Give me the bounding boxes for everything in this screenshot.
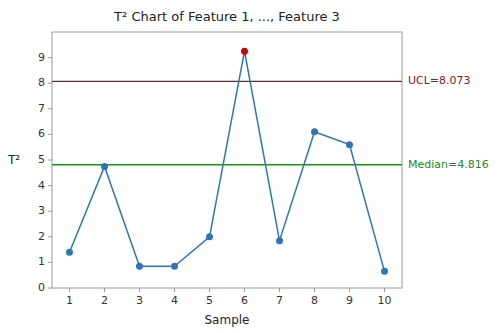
reference-line (52, 81, 402, 82)
y-tick (48, 160, 52, 161)
point (101, 163, 108, 170)
point (311, 128, 318, 135)
annotation-label: UCL=8.073 (408, 74, 471, 87)
x-tick-label: 10 (378, 294, 392, 307)
x-tick (349, 288, 350, 292)
point (381, 268, 388, 275)
x-tick-label: 4 (171, 294, 178, 307)
x-tick (104, 288, 105, 292)
point (66, 249, 73, 256)
y-tick (48, 236, 52, 237)
y-tick-label: 7 (38, 102, 45, 115)
y-tick-label: 1 (38, 255, 45, 268)
y-tick (48, 83, 52, 84)
point (171, 263, 178, 270)
x-tick-label: 5 (206, 294, 213, 307)
x-tick (139, 288, 140, 292)
x-tick (69, 288, 70, 292)
axes: 0 1 2 3 4 5 6 7 8 9 1 2 3 4 5 6 7 8 9 10 (38, 51, 392, 307)
x-tick (209, 288, 210, 292)
y-tick (48, 185, 52, 186)
x-tick (244, 288, 245, 292)
y-tick (48, 288, 52, 289)
y-tick (48, 108, 52, 109)
y-tick (48, 57, 52, 58)
plot-frame (52, 32, 402, 288)
point (346, 141, 353, 148)
x-tick-label: 8 (311, 294, 318, 307)
y-tick-label: 0 (38, 281, 45, 294)
x-tick (384, 288, 385, 292)
y-tick-label: 5 (38, 153, 45, 166)
y-tick-label: 6 (38, 127, 45, 140)
x-tick (279, 288, 280, 292)
y-tick-label: 2 (38, 230, 45, 243)
x-tick-label: 9 (346, 294, 353, 307)
y-tick-label: 4 (38, 179, 45, 192)
y-axis-label: T² (7, 153, 20, 167)
x-tick-label: 2 (101, 294, 108, 307)
y-tick-label: 9 (38, 51, 45, 64)
point (276, 237, 283, 244)
x-tick (314, 288, 315, 292)
y-tick (48, 262, 52, 263)
annotation-label: Median=4.816 (408, 158, 489, 171)
point (136, 263, 143, 270)
plot-area (52, 48, 402, 275)
series-line (70, 51, 385, 271)
point (206, 233, 213, 240)
x-tick (174, 288, 175, 292)
x-tick-label: 1 (66, 294, 73, 307)
x-axis-label: Sample (205, 313, 250, 327)
chart: 0 1 2 3 4 5 6 7 8 9 1 2 3 4 5 6 7 8 9 10 T² Chart of Feature… (0, 0, 500, 333)
x-tick-label: 7 (276, 294, 283, 307)
point (241, 48, 248, 55)
y-tick-label: 3 (38, 204, 45, 217)
x-tick-label: 3 (136, 294, 143, 307)
y-tick (48, 211, 52, 212)
y-tick (48, 134, 52, 135)
y-tick-label: 8 (38, 76, 45, 89)
title: T² Chart of Feature 1, ..., Feature 3 (113, 9, 340, 24)
x-tick-label: 6 (241, 294, 248, 307)
